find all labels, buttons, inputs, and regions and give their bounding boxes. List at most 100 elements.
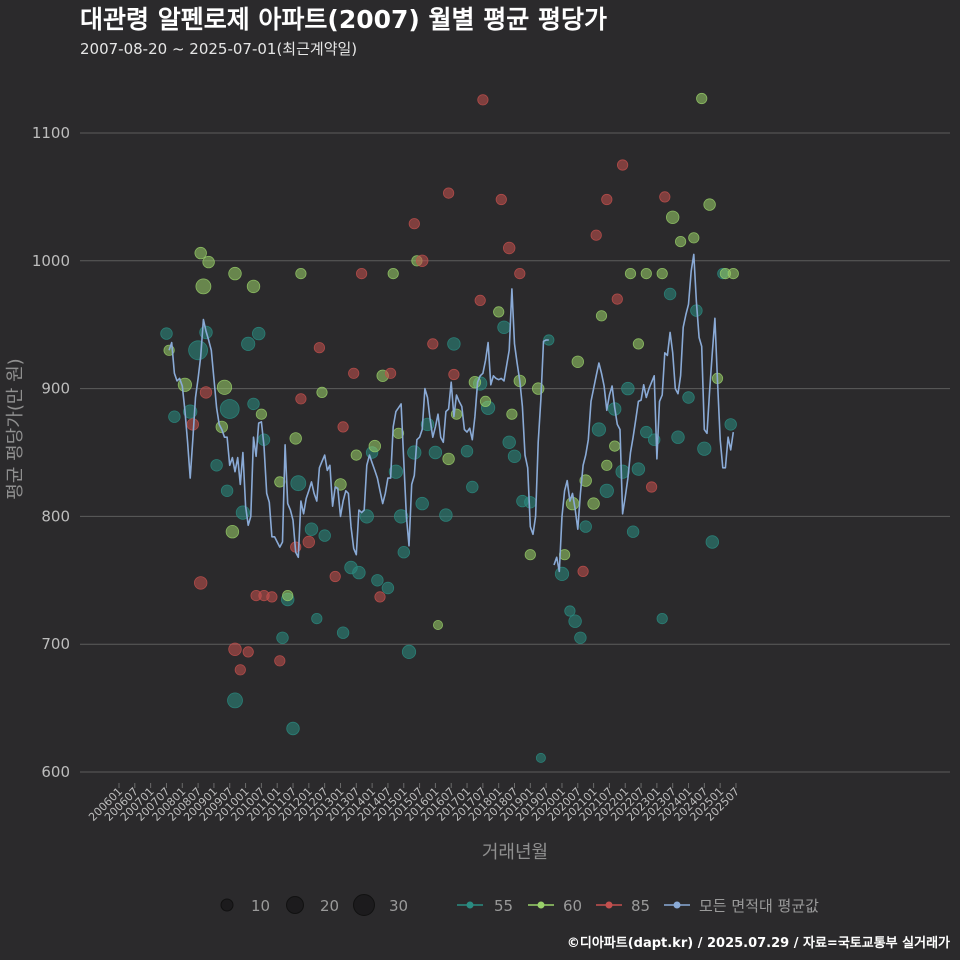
- point-55-29: [393, 509, 409, 524]
- point-60-49: [703, 198, 716, 211]
- point-60-38: [595, 310, 608, 322]
- average-line-segment-0: [168, 288, 549, 559]
- point-85-19: [384, 367, 397, 379]
- point-85-8: [266, 591, 278, 603]
- source-caption: ©디아파트(dapt.kr) / 2025.07.29 / 자료=국토교통부 실…: [567, 935, 950, 951]
- point-60-40: [609, 440, 621, 452]
- point-55-69: [705, 535, 720, 549]
- point-55-3: [188, 340, 209, 361]
- point-55-16: [286, 721, 300, 736]
- point-60-14: [295, 267, 307, 280]
- point-55-54: [591, 422, 607, 437]
- point-55-46: [524, 496, 537, 509]
- y-tick-1100: 1100: [32, 124, 70, 142]
- legend-label-average: 모든 면적대 평균값: [699, 897, 819, 915]
- y-tick-1000: 1000: [32, 252, 70, 270]
- point-55-59: [626, 525, 640, 538]
- size-legend-label-20: 20: [320, 897, 339, 915]
- point-55-24: [359, 509, 374, 524]
- point-85-25: [474, 294, 486, 306]
- point-60-9: [246, 279, 261, 294]
- x-tick-labels: 2006012006072007012007072008012008072009…: [86, 783, 742, 824]
- point-60-43: [640, 267, 652, 280]
- point-60-45: [666, 210, 680, 225]
- point-85-17: [355, 267, 368, 280]
- point-55-23: [352, 565, 366, 580]
- point-85-5: [242, 646, 254, 658]
- point-55-28: [388, 464, 403, 479]
- point-55-1: [168, 410, 181, 423]
- point-60-17: [350, 449, 362, 461]
- y-tick-600: 600: [41, 763, 70, 781]
- point-85-13: [313, 342, 325, 354]
- point-55-18: [304, 522, 319, 536]
- point-55-20: [318, 529, 331, 542]
- point-55-39: [466, 480, 479, 494]
- point-55-36: [439, 508, 453, 522]
- point-55-66: [682, 391, 695, 404]
- point-55-51: [568, 614, 582, 628]
- average-line-segment-1: [553, 253, 735, 573]
- point-55-11: [247, 397, 260, 411]
- point-55-44: [507, 449, 522, 464]
- point-55-33: [415, 496, 429, 511]
- point-60-16: [334, 478, 347, 491]
- point-85-3: [228, 642, 242, 657]
- point-55-27: [381, 581, 395, 595]
- point-60-34: [565, 496, 580, 511]
- size-legend-marker-20: [286, 896, 304, 914]
- point-85-18: [374, 591, 386, 603]
- size-legend-marker-10: [220, 898, 234, 912]
- point-85-1: [193, 576, 208, 590]
- point-55-53: [579, 520, 592, 533]
- point-60-18: [368, 439, 382, 453]
- point-55-65: [671, 430, 685, 444]
- x-axis-title: 거래년월: [482, 842, 548, 863]
- point-55-37: [447, 337, 461, 351]
- point-60-47: [688, 232, 700, 244]
- legend: 10 20 30 55 60 85 모든 면적대 평균값: [220, 894, 819, 916]
- chart-subtitle: 2007-08-20 ~ 2025-07-01(최근계약일): [80, 40, 357, 58]
- point-85-24: [448, 368, 460, 381]
- point-85-16: [348, 367, 360, 379]
- legend-marker-55: [466, 901, 474, 909]
- chart-title: 대관령 알펜로제 아파트(2007) 월별 평균 평당가: [80, 5, 607, 34]
- point-55-21: [336, 626, 350, 639]
- average-line-group: [168, 253, 735, 573]
- point-60-46: [674, 236, 687, 248]
- point-60-35: [571, 355, 585, 369]
- point-55-43: [502, 435, 516, 450]
- point-85-32: [601, 193, 613, 206]
- point-60-27: [479, 395, 492, 407]
- legend-label-60: 60: [563, 897, 582, 915]
- point-60-42: [632, 338, 645, 350]
- point-85-2: [199, 386, 213, 399]
- point-85-20: [408, 218, 420, 230]
- point-60-48: [696, 92, 708, 105]
- point-55-7: [219, 399, 240, 419]
- point-55-26: [371, 574, 384, 587]
- point-55-42: [497, 320, 511, 335]
- size-legend-label-10: 10: [251, 897, 270, 915]
- point-85-15: [337, 421, 349, 433]
- point-85-12: [302, 535, 316, 549]
- point-85-4: [234, 664, 246, 676]
- point-55-55: [599, 483, 614, 498]
- y-tick-800: 800: [41, 507, 70, 525]
- point-85-27: [495, 193, 507, 206]
- point-55-49: [554, 566, 570, 582]
- point-85-21: [416, 254, 429, 267]
- point-55-64: [663, 287, 677, 301]
- y-tick-900: 900: [41, 380, 70, 398]
- y-tick-700: 700: [41, 635, 70, 653]
- y-tick-labels: 600 700 800 900 1000 1100: [32, 124, 70, 781]
- point-55-60: [631, 462, 646, 476]
- point-55-63: [656, 612, 668, 625]
- point-60-36: [579, 474, 592, 487]
- point-60-44: [656, 267, 668, 280]
- point-85-31: [590, 229, 602, 241]
- point-55-32: [407, 445, 422, 460]
- point-55-71: [724, 418, 737, 431]
- point-60-39: [601, 459, 613, 471]
- point-55-8: [227, 692, 243, 709]
